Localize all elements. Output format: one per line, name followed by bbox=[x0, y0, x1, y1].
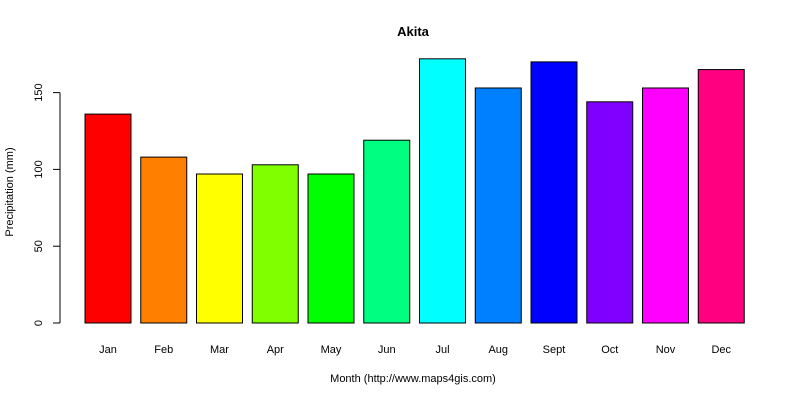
chart-title: Akita bbox=[397, 24, 430, 39]
bar-nov bbox=[642, 87, 689, 324]
y-axis-label: Precipitation (mm) bbox=[4, 147, 16, 236]
bar-sept bbox=[530, 61, 578, 324]
x-axis-labels: Jan Feb Mar Apr May Jun Jul Aug Sept Oct Nov Dec bbox=[99, 344, 731, 356]
plot-area bbox=[84, 58, 745, 324]
y-tick-label: 150 bbox=[33, 83, 45, 101]
x-tick-label: Dec bbox=[711, 344, 731, 356]
x-axis-label: Month (http://www.maps4gis.com) bbox=[330, 373, 496, 385]
x-tick-label: Sept bbox=[543, 344, 566, 356]
x-tick-label: Feb bbox=[154, 344, 173, 356]
bar-may bbox=[307, 173, 355, 324]
bar-feb bbox=[140, 156, 188, 324]
y-axis: 0 50 100 150 bbox=[33, 83, 61, 326]
bar-jul bbox=[419, 58, 466, 324]
x-tick-label: Mar bbox=[210, 344, 229, 356]
y-tick-label: 50 bbox=[33, 240, 45, 252]
bar-aug bbox=[474, 87, 522, 324]
x-tick-label: Jan bbox=[99, 344, 117, 356]
x-tick-label: Jun bbox=[378, 344, 396, 356]
bar-jun bbox=[363, 139, 411, 324]
bar-oct bbox=[586, 101, 634, 324]
y-tick-label: 0 bbox=[33, 320, 45, 326]
bar-dec bbox=[697, 69, 745, 324]
x-tick-label: Nov bbox=[656, 344, 676, 356]
x-tick-label: Oct bbox=[601, 344, 618, 356]
x-tick-label: May bbox=[321, 344, 342, 356]
x-tick-label: Apr bbox=[267, 344, 284, 356]
bar-jan bbox=[84, 113, 132, 324]
x-tick-label: Aug bbox=[488, 344, 508, 356]
bar-apr bbox=[251, 164, 299, 324]
x-tick-label: Jul bbox=[435, 344, 449, 356]
bar-mar bbox=[196, 173, 243, 324]
y-tick-label: 100 bbox=[33, 160, 45, 178]
